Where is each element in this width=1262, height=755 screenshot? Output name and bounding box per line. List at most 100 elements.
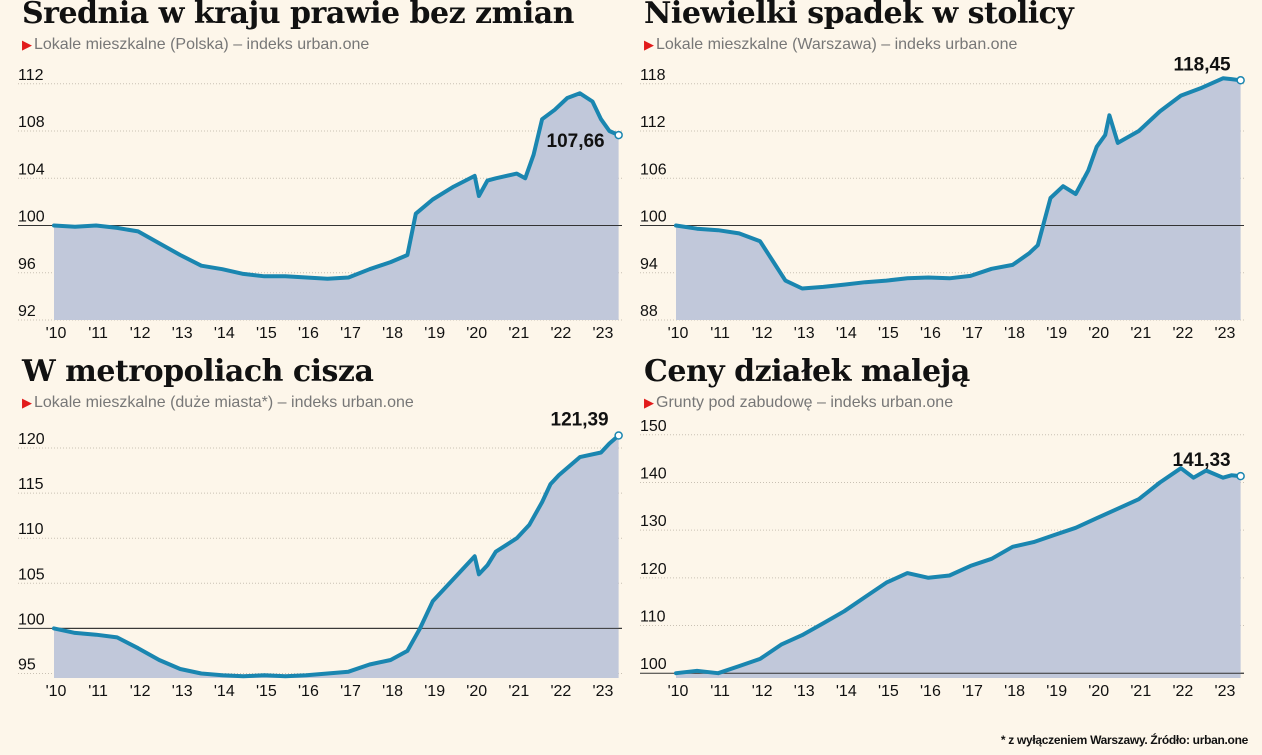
x-tick-label: '23 <box>1215 325 1236 342</box>
x-tick-label: '13 <box>172 325 193 342</box>
x-tick-label: '13 <box>794 325 815 342</box>
x-tick-label: '11 <box>710 683 730 700</box>
series-line <box>52 91 621 281</box>
y-tick-label: 140 <box>640 465 667 482</box>
y-tick-label: 105 <box>18 566 45 583</box>
x-tick-label: '15 <box>256 683 277 700</box>
x-tick-label: '18 <box>382 683 403 700</box>
red-triangle-icon: ▶ <box>22 395 32 410</box>
line-area-chart: 107,66 92 96 100 104 108 112 '10 '11 '12 '13 '14 '15… <box>18 67 623 342</box>
y-tick-label: 95 <box>18 656 36 673</box>
x-tick-label: '19 <box>1046 325 1067 342</box>
x-tick-label: '13 <box>172 683 193 700</box>
last-point-marker <box>1236 471 1245 481</box>
x-tick-label: '12 <box>752 325 773 342</box>
x-tick-label: '11 <box>88 683 108 700</box>
x-tick-label: '20 <box>466 325 487 342</box>
series-line <box>674 76 1243 291</box>
chart-subtitle-text: Lokale mieszkalne (Warszawa) – indeks ur… <box>656 36 1018 53</box>
x-tick-label: '16 <box>298 683 319 700</box>
y-tick-label: 100 <box>18 611 45 628</box>
x-tick-label: '17 <box>962 683 983 700</box>
last-value-label: 118,45 <box>1174 54 1231 75</box>
x-tick-label: '10 <box>46 683 67 700</box>
x-tick-label: '22 <box>550 683 571 700</box>
y-tick-label: 104 <box>18 161 45 178</box>
y-tick-label: 130 <box>640 513 667 530</box>
y-tick-label: 88 <box>640 303 658 320</box>
line-area-chart: 141,33 100 110 120 130 140 150 '10 '11 '12 '13 '14 '… <box>640 418 1245 700</box>
x-tick-label: '19 <box>1046 683 1067 700</box>
y-tick-label: 115 <box>18 476 44 493</box>
x-tick-label: '17 <box>962 325 983 342</box>
x-tick-label: '12 <box>130 683 151 700</box>
x-tick-label: '12 <box>130 325 151 342</box>
x-tick-label: '18 <box>382 325 403 342</box>
x-tick-label: '15 <box>256 325 277 342</box>
x-tick-label: '16 <box>920 683 941 700</box>
x-tick-label: '15 <box>878 683 899 700</box>
y-tick-label: 96 <box>18 256 36 273</box>
chart-title: W metropoliach cisza <box>22 354 374 389</box>
x-tick-label: '16 <box>298 325 319 342</box>
series-area <box>54 435 619 678</box>
y-tick-label: 100 <box>640 656 667 673</box>
x-tick-label: '17 <box>340 325 361 342</box>
x-tick-label: '20 <box>1088 683 1109 700</box>
chart-subtitle-text: Lokale mieszkalne (Polska) – indeks urba… <box>34 36 370 53</box>
y-tick-label: 110 <box>640 609 666 626</box>
chart-subtitle: ▶ Grunty pod zabudowę – indeks urban.one <box>644 394 953 412</box>
series-line <box>52 433 621 679</box>
y-tick-label: 112 <box>640 114 666 131</box>
red-triangle-icon: ▶ <box>644 395 654 410</box>
chart-title: Niewielki spadek w stolicy <box>644 0 1074 31</box>
y-tick-label: 150 <box>640 418 667 435</box>
chart-panel-warsaw: Niewielki spadek w stolicy ▶ Lokale miesz… <box>640 0 1250 345</box>
last-point-marker <box>614 130 623 140</box>
last-value-label: 121,39 <box>551 410 609 431</box>
x-tick-label: '20 <box>466 683 487 700</box>
y-tick-label: 112 <box>18 67 44 84</box>
red-triangle-icon: ▶ <box>22 37 32 52</box>
y-tick-label: 118 <box>640 67 666 84</box>
series-area <box>676 78 1241 320</box>
y-tick-label: 120 <box>18 431 45 448</box>
x-tick-label: '17 <box>340 683 361 700</box>
x-tick-label: '11 <box>88 325 108 342</box>
y-tick-label: 108 <box>18 114 45 131</box>
x-tick-label: '18 <box>1004 683 1025 700</box>
x-tick-label: '23 <box>593 683 614 700</box>
red-triangle-icon: ▶ <box>644 37 654 52</box>
x-tick-label: '10 <box>668 325 689 342</box>
chart-title: Ceny działek maleją <box>644 354 970 389</box>
x-tick-label: '15 <box>878 325 899 342</box>
x-tick-label: '20 <box>1088 325 1109 342</box>
source-footnote: * z wyłączeniem Warszawy. Źródło: urban.… <box>1000 733 1248 747</box>
last-point-marker <box>1236 76 1245 85</box>
chart-subtitle-text: Grunty pod zabudowę – indeks urban.one <box>656 394 954 411</box>
last-value-label: 141,33 <box>1173 450 1231 471</box>
x-tick-label: '22 <box>550 325 571 342</box>
chart-subtitle: ▶ Lokale mieszkalne (Warszawa) – indeks u… <box>644 36 1017 54</box>
x-tick-label: '22 <box>1172 325 1193 342</box>
x-tick-label: '14 <box>214 325 235 342</box>
x-tick-label: '10 <box>668 683 689 700</box>
x-tick-label: '21 <box>508 683 529 700</box>
x-tick-label: '10 <box>46 325 67 342</box>
x-tick-label: '23 <box>1215 683 1236 700</box>
y-tick-label: 100 <box>640 209 667 226</box>
chart-panel-metropolis: W metropoliach cisza ▶ Lokale mieszkalne … <box>18 354 628 703</box>
x-tick-label: '21 <box>1130 683 1151 700</box>
last-point-marker <box>614 431 623 440</box>
chart-subtitle: ▶ Lokale mieszkalne (duże miasta*) – inde… <box>22 394 414 412</box>
y-tick-label: 100 <box>18 209 45 226</box>
x-tick-label: '12 <box>752 683 773 700</box>
x-tick-label: '21 <box>1130 325 1151 342</box>
y-tick-label: 94 <box>640 256 658 273</box>
x-tick-label: '21 <box>508 325 529 342</box>
x-tick-label: '19 <box>424 325 445 342</box>
y-tick-label: 106 <box>640 161 667 178</box>
y-tick-label: 110 <box>18 521 44 538</box>
x-tick-label: '22 <box>1172 683 1193 700</box>
x-tick-label: '14 <box>836 683 857 700</box>
